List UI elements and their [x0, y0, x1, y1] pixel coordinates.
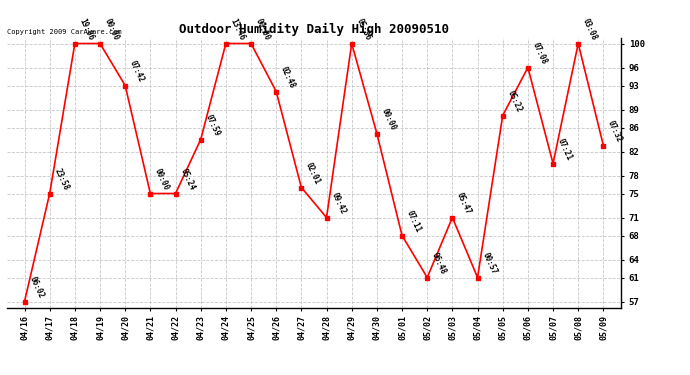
Text: 02:01: 02:01 [304, 161, 322, 186]
Text: 13:46: 13:46 [228, 17, 246, 42]
Text: 07:59: 07:59 [204, 113, 221, 138]
Text: 05:47: 05:47 [455, 191, 473, 216]
Text: 00:00: 00:00 [254, 17, 272, 42]
Text: 07:08: 07:08 [531, 41, 549, 66]
Text: 07:32: 07:32 [606, 119, 624, 144]
Text: 00:57: 00:57 [480, 251, 498, 276]
Text: 06:48: 06:48 [430, 251, 448, 276]
Text: 00:00: 00:00 [153, 167, 171, 192]
Text: 00:00: 00:00 [380, 107, 397, 132]
Text: 03:08: 03:08 [581, 17, 599, 42]
Text: 07:11: 07:11 [405, 209, 423, 234]
Text: 09:42: 09:42 [329, 191, 347, 216]
Text: 07:42: 07:42 [128, 59, 146, 84]
Text: 05:22: 05:22 [506, 89, 524, 114]
Text: 00:00: 00:00 [103, 17, 121, 42]
Text: 02:48: 02:48 [279, 65, 297, 90]
Text: Copyright 2009 CarAware.com: Copyright 2009 CarAware.com [7, 29, 121, 35]
Text: 07:21: 07:21 [556, 137, 574, 162]
Text: 05:36: 05:36 [355, 17, 373, 42]
Text: 19:06: 19:06 [78, 17, 95, 42]
Text: 23:58: 23:58 [52, 167, 70, 192]
Text: 05:24: 05:24 [178, 167, 196, 192]
Text: 06:02: 06:02 [28, 275, 46, 300]
Title: Outdoor Humidity Daily High 20090510: Outdoor Humidity Daily High 20090510 [179, 23, 449, 36]
